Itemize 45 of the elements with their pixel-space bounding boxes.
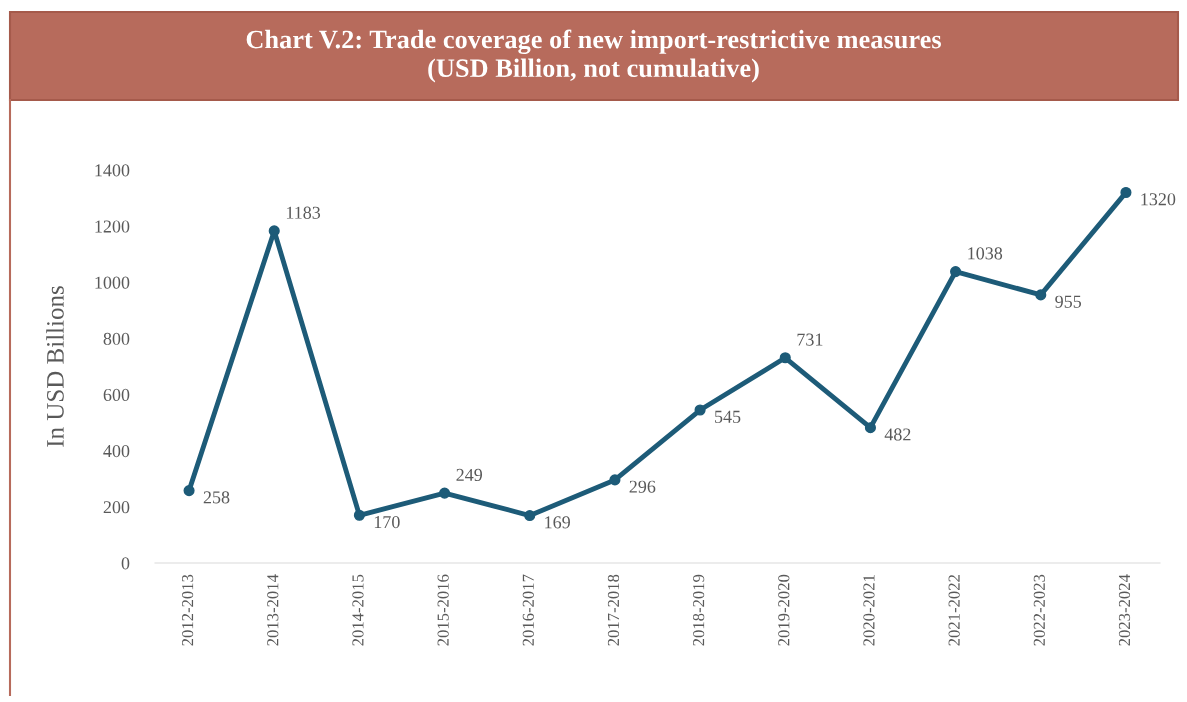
y-tick-label: 200	[103, 501, 130, 514]
data-label: 545	[715, 410, 741, 423]
data-label: 249	[456, 468, 483, 481]
x-tick-label: 2012-2013	[181, 574, 194, 646]
y-tick-label: 400	[103, 444, 130, 458]
point	[950, 266, 962, 278]
y-tick-label: 600	[103, 388, 130, 402]
x-tick-label: 2020-2021	[863, 575, 875, 646]
x-tick-label: 2014-2015	[352, 574, 364, 646]
point	[694, 404, 706, 416]
y-tick-label: 1200	[95, 220, 130, 233]
x-tick-label: 2019-2020	[778, 574, 790, 646]
point	[1120, 186, 1132, 199]
data-label: 1183	[286, 206, 321, 219]
data-label: 170	[374, 515, 400, 529]
chart-title: Chart V.2: Trade coverage of new import-restrictive measures (USD Billion, not cumulative)	[246, 29, 941, 83]
x-tick-label: 2023-2024	[1118, 574, 1131, 646]
data-label: 1038	[968, 247, 1003, 260]
y-tick-label: 800	[103, 332, 130, 345]
point	[439, 487, 451, 499]
point	[609, 474, 621, 486]
data-label: 258	[203, 491, 230, 504]
data-label: 482	[884, 428, 911, 441]
y-axis-title: In USD Billions	[46, 286, 64, 447]
y-tick-label: 1000	[95, 276, 130, 289]
x-tick-label: 2018-2019	[693, 574, 705, 646]
point	[864, 422, 876, 434]
point	[1035, 289, 1047, 301]
data-label: 296	[629, 480, 656, 493]
point	[524, 510, 536, 522]
x-tick-label: 2021-2022	[948, 575, 960, 646]
x-tick-label: 2017-2018	[607, 574, 620, 646]
point	[183, 485, 195, 497]
data-label: 1320	[1141, 193, 1176, 206]
x-tick-label: 2022-2023	[1033, 574, 1045, 646]
x-tick-label: 2016-2017	[522, 574, 534, 646]
y-tick-label: 0	[121, 557, 130, 570]
x-tick-label: 2013-2014	[267, 574, 279, 646]
x-tick-label: 2015-2016	[437, 574, 449, 646]
data-label: 731	[797, 333, 823, 346]
data-label: 169	[545, 516, 570, 529]
point	[779, 352, 791, 364]
point	[353, 509, 365, 521]
y-tick-label: 1400	[95, 164, 130, 177]
data-label: 955	[1055, 295, 1082, 308]
